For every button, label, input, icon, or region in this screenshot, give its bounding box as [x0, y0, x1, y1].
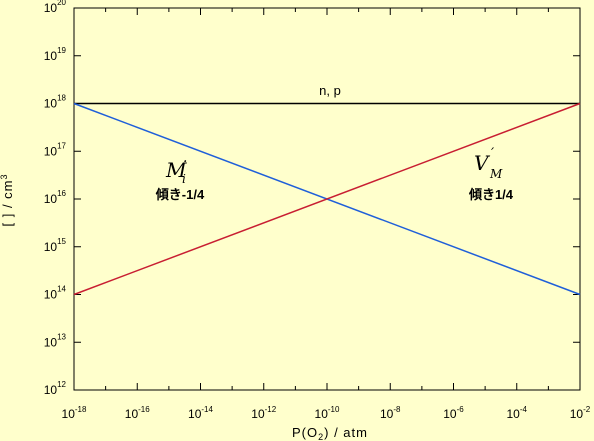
np-line-label: n, p: [319, 83, 341, 98]
x-tick-label: 10-14: [188, 405, 213, 421]
x-tick-label: 10-4: [507, 405, 528, 421]
vm-label-sup: ′: [491, 146, 495, 162]
x-tick-label: 10-16: [125, 405, 150, 421]
y-tick-label: 1013: [44, 332, 67, 349]
x-axis-title-main: P(O: [292, 425, 318, 440]
mi-label-sup: ·: [183, 154, 187, 170]
mi-slope-label: 傾き-1/4: [155, 187, 205, 202]
x-tick-label: 10-8: [380, 405, 401, 421]
y-tick-label: 1017: [44, 141, 67, 158]
y-tick-label: 1019: [44, 46, 67, 63]
y-axis-title: [ ] / cm3: [0, 173, 15, 226]
mi-label: M i ·: [165, 154, 187, 186]
y-tick-label: 1016: [44, 189, 67, 206]
y-tick-label: 1012: [44, 380, 67, 397]
y-axis-title-main: [ ] / cm: [0, 180, 15, 227]
x-axis-title-sub: 2: [318, 432, 324, 441]
x-tick-label: 10-12: [251, 405, 276, 421]
y-tick-label: 1015: [44, 237, 67, 254]
x-tick-label: 10-6: [443, 405, 464, 421]
x-axis-title: P(O2) / atm: [292, 425, 368, 441]
vm-label: V M ′: [474, 146, 503, 181]
y-tick-label: 1020: [44, 0, 67, 15]
x-tick-label: 10-2: [570, 405, 591, 421]
mi-label-main: M: [165, 158, 187, 182]
y-axis-title-sup: 3: [0, 173, 9, 179]
series-line-2: [73, 102, 581, 296]
x-tick-label: 10-18: [62, 405, 87, 421]
mi-label-sub: i: [182, 172, 186, 186]
vm-slope-label: 傾き1/4: [468, 187, 514, 202]
vm-label-sub: M: [489, 167, 503, 181]
vm-label-main: V: [474, 151, 491, 175]
x-tick-label: 10-10: [315, 405, 340, 421]
y-tick-label: 1018: [44, 94, 67, 111]
y-tick-label: 1014: [44, 285, 67, 302]
x-axis-title-tail: ) / atm: [324, 425, 368, 440]
